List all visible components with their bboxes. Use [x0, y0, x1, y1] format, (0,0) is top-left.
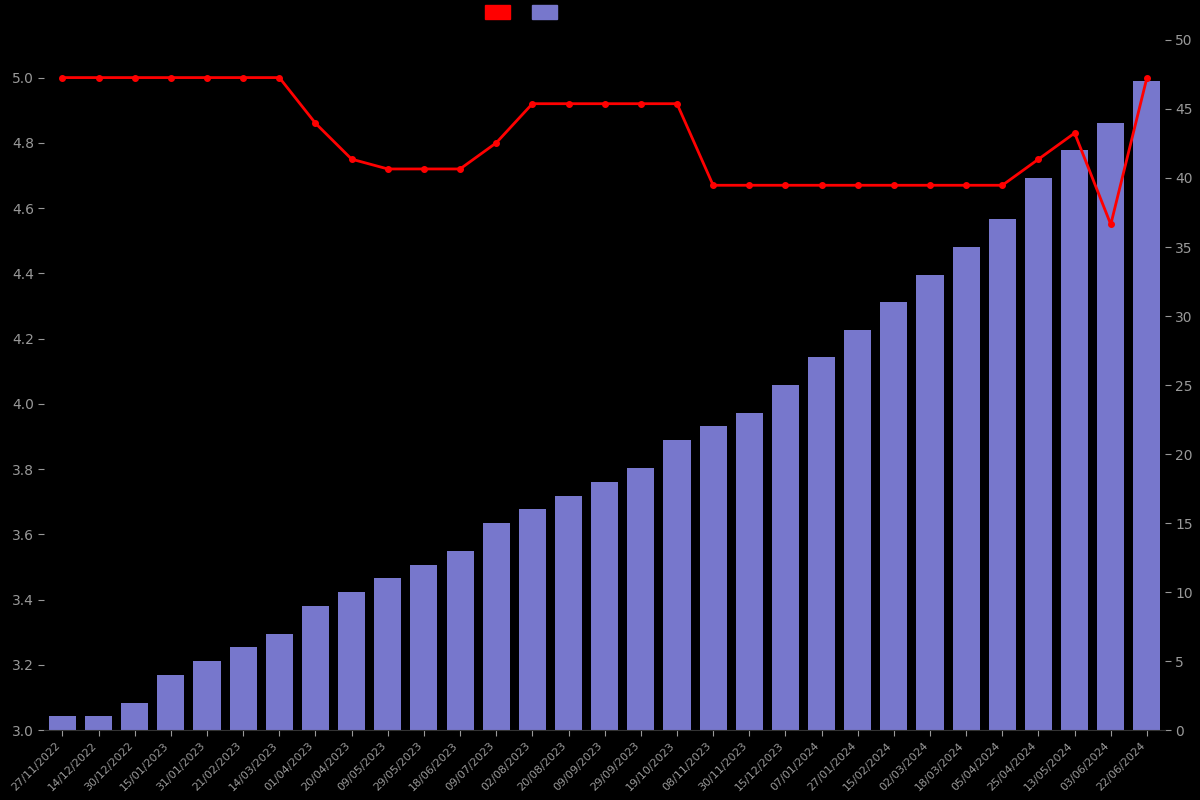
- Bar: [374, 578, 401, 730]
- Bar: [1025, 178, 1052, 730]
- Bar: [1061, 150, 1088, 730]
- Bar: [881, 302, 907, 730]
- Bar: [917, 274, 943, 730]
- Bar: [193, 661, 221, 730]
- Bar: [446, 550, 474, 730]
- Bar: [85, 717, 112, 730]
- Bar: [844, 330, 871, 730]
- Bar: [700, 426, 727, 730]
- Bar: [953, 247, 979, 730]
- Bar: [482, 523, 510, 730]
- Bar: [772, 385, 799, 730]
- Bar: [1097, 122, 1124, 730]
- Bar: [736, 413, 763, 730]
- Bar: [157, 675, 185, 730]
- Bar: [1133, 82, 1160, 730]
- Bar: [338, 592, 365, 730]
- Bar: [518, 510, 546, 730]
- Bar: [628, 468, 654, 730]
- Bar: [592, 482, 618, 730]
- Bar: [989, 219, 1016, 730]
- Legend: , : ,: [485, 5, 568, 20]
- Bar: [49, 717, 76, 730]
- Bar: [808, 358, 835, 730]
- Bar: [554, 495, 582, 730]
- Bar: [121, 702, 149, 730]
- Bar: [302, 606, 329, 730]
- Bar: [265, 634, 293, 730]
- Bar: [410, 565, 438, 730]
- Bar: [664, 440, 690, 730]
- Bar: [229, 647, 257, 730]
